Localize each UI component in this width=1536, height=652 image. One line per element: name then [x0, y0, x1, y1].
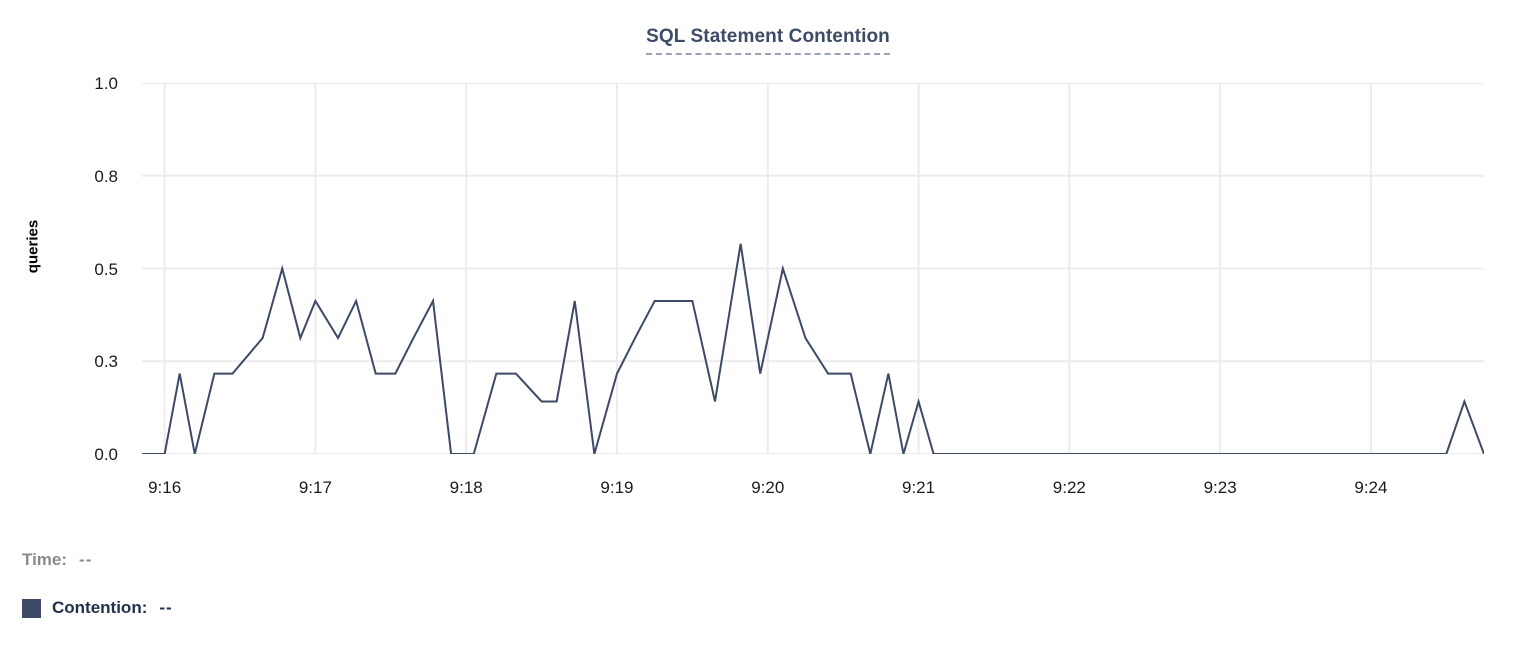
- plot-area[interactable]: [142, 83, 1484, 454]
- legend-color-swatch-icon: [22, 598, 41, 618]
- line-chart-svg: [142, 83, 1484, 454]
- x-tick-label: 9:19: [600, 478, 634, 497]
- x-tick-label: 9:17: [298, 478, 332, 497]
- x-tick-label: 9:20: [751, 478, 785, 497]
- vertical-gridlines: [163, 83, 1372, 454]
- readout-series-value: --: [159, 598, 173, 617]
- horizontal-gridlines: [142, 83, 1484, 454]
- readout-series-row: Contention: --: [22, 592, 922, 624]
- y-tick-label: 0.3: [94, 352, 118, 372]
- x-tick-label: 9:21: [902, 478, 936, 497]
- readout-time-row: Time: --: [22, 544, 922, 576]
- x-tick-label: 9:22: [1052, 478, 1086, 497]
- y-tick-label: 0.5: [94, 259, 118, 279]
- series-line: [142, 243, 1484, 454]
- x-tick-label: 9:18: [449, 478, 483, 497]
- y-tick-label: 1.0: [94, 74, 118, 93]
- readout-panel: Time: -- Contention: --: [22, 544, 922, 624]
- series-layer: [142, 243, 1484, 454]
- x-tick-label: 9:23: [1203, 478, 1237, 497]
- chart-title: SQL Statement Contention: [646, 26, 890, 55]
- y-axis-tick-labels: 1.0 0.8 0.5 0.3 0.0: [72, 0, 118, 652]
- x-tick-label: 9:16: [148, 478, 182, 497]
- y-tick-label: 0.0: [94, 445, 118, 464]
- y-axis-title: queries: [24, 219, 42, 274]
- readout-time-label: Time:: [22, 550, 68, 569]
- readout-time-value: --: [79, 550, 93, 569]
- readout-series-label: Contention:: [52, 598, 148, 617]
- x-axis-tick-labels: 9:16 9:17 9:18 9:19 9:20 9:21 9:22 9:23 9:24: [0, 478, 1536, 502]
- y-tick-label: 0.8: [94, 166, 118, 186]
- chart-title-container: SQL Statement Contention: [0, 26, 1536, 55]
- x-tick-label: 9:24: [1354, 478, 1388, 497]
